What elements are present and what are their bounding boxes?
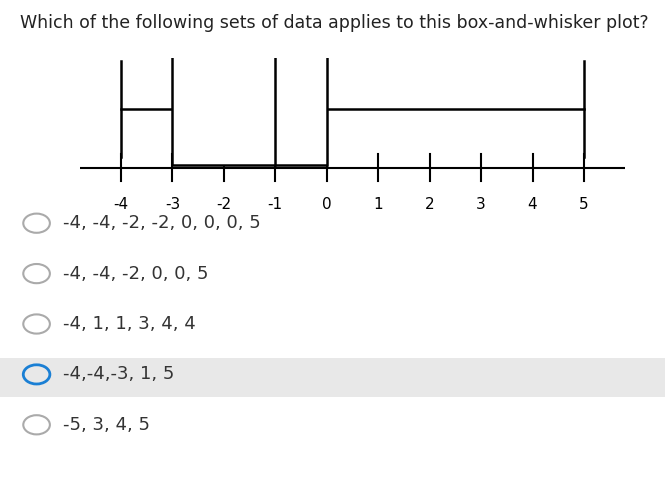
Text: -4, 1, 1, 3, 4, 4: -4, 1, 1, 3, 4, 4 xyxy=(63,315,196,333)
Text: 4: 4 xyxy=(528,197,537,212)
Text: -5, 3, 4, 5: -5, 3, 4, 5 xyxy=(63,416,150,434)
Bar xyxy=(172,52,327,165)
Text: -4, -4, -2, -2, 0, 0, 0, 5: -4, -4, -2, -2, 0, 0, 0, 5 xyxy=(63,214,261,232)
Text: 1: 1 xyxy=(373,197,383,212)
Text: -4: -4 xyxy=(114,197,128,212)
Text: 2: 2 xyxy=(425,197,434,212)
Text: -1: -1 xyxy=(268,197,283,212)
Text: -4, -4, -2, 0, 0, 5: -4, -4, -2, 0, 0, 5 xyxy=(63,264,209,283)
Text: 5: 5 xyxy=(579,197,589,212)
Text: 0: 0 xyxy=(322,197,332,212)
Text: -2: -2 xyxy=(216,197,231,212)
Text: -4,-4,-3, 1, 5: -4,-4,-3, 1, 5 xyxy=(63,365,174,384)
Text: -3: -3 xyxy=(165,197,180,212)
Text: Which of the following sets of data applies to this box-and-whisker plot?: Which of the following sets of data appl… xyxy=(20,14,648,33)
Text: 3: 3 xyxy=(476,197,486,212)
